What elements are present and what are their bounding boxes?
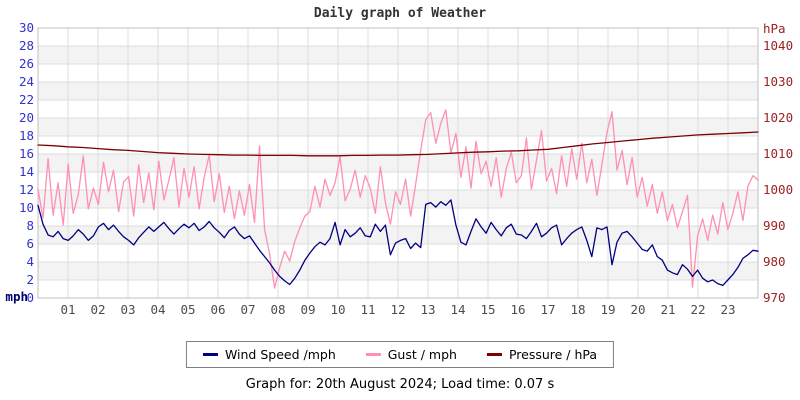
pressure-line-swatch-icon bbox=[486, 353, 502, 356]
svg-text:22: 22 bbox=[690, 302, 705, 317]
svg-text:04: 04 bbox=[150, 302, 165, 317]
svg-text:22: 22 bbox=[19, 92, 34, 107]
svg-text:24: 24 bbox=[19, 74, 34, 89]
svg-text:10: 10 bbox=[19, 200, 34, 215]
daily-weather-chart: 024681012141618202224262830mphhPa1040103… bbox=[5, 20, 793, 317]
svg-text:26: 26 bbox=[19, 56, 34, 71]
svg-text:13: 13 bbox=[420, 302, 435, 317]
graph-footer-caption: Graph for: 20th August 2024; Load time: … bbox=[245, 377, 555, 392]
svg-text:11: 11 bbox=[360, 302, 375, 317]
svg-text:18: 18 bbox=[570, 302, 585, 317]
svg-text:16: 16 bbox=[510, 302, 525, 317]
legend-item-pressure: Pressure / hPa bbox=[486, 347, 598, 362]
svg-text:17: 17 bbox=[540, 302, 555, 317]
svg-text:mph: mph bbox=[5, 289, 28, 304]
svg-text:8: 8 bbox=[26, 218, 34, 233]
svg-text:14: 14 bbox=[450, 302, 465, 317]
svg-text:03: 03 bbox=[120, 302, 135, 317]
svg-text:1040: 1040 bbox=[763, 38, 793, 53]
svg-text:1000: 1000 bbox=[763, 182, 793, 197]
svg-text:18: 18 bbox=[19, 128, 34, 143]
legend-item-gust: Gust / mph bbox=[365, 347, 457, 362]
svg-text:980: 980 bbox=[763, 254, 786, 269]
svg-text:09: 09 bbox=[300, 302, 315, 317]
svg-text:12: 12 bbox=[390, 302, 405, 317]
page-title: Daily graph of Weather bbox=[313, 6, 487, 21]
svg-text:16: 16 bbox=[19, 146, 34, 161]
legend-label-gust: Gust / mph bbox=[387, 347, 457, 362]
svg-text:20: 20 bbox=[630, 302, 645, 317]
svg-text:990: 990 bbox=[763, 218, 786, 233]
svg-text:970: 970 bbox=[763, 290, 786, 305]
svg-text:0: 0 bbox=[26, 290, 34, 305]
svg-text:4: 4 bbox=[26, 254, 34, 269]
legend-label-wind-speed: Wind Speed /mph bbox=[224, 347, 336, 362]
svg-text:6: 6 bbox=[26, 236, 34, 251]
svg-text:15: 15 bbox=[480, 302, 495, 317]
svg-text:30: 30 bbox=[19, 20, 34, 35]
svg-text:19: 19 bbox=[600, 302, 615, 317]
svg-text:12: 12 bbox=[19, 182, 34, 197]
svg-text:06: 06 bbox=[210, 302, 225, 317]
svg-text:1030: 1030 bbox=[763, 74, 793, 89]
svg-text:2: 2 bbox=[26, 272, 34, 287]
svg-text:07: 07 bbox=[240, 302, 255, 317]
svg-text:21: 21 bbox=[660, 302, 675, 317]
chart-legend: Wind Speed /mph Gust / mph Pressure / hP… bbox=[185, 341, 615, 368]
legend-label-pressure: Pressure / hPa bbox=[508, 347, 598, 362]
svg-text:28: 28 bbox=[19, 38, 34, 53]
svg-text:14: 14 bbox=[19, 164, 34, 179]
svg-text:hPa: hPa bbox=[763, 21, 786, 36]
svg-text:08: 08 bbox=[270, 302, 285, 317]
svg-text:1020: 1020 bbox=[763, 110, 793, 125]
legend-item-wind-speed: Wind Speed /mph bbox=[202, 347, 336, 362]
svg-text:23: 23 bbox=[720, 302, 735, 317]
gust-line-swatch-icon bbox=[365, 353, 381, 356]
svg-text:02: 02 bbox=[90, 302, 105, 317]
svg-text:20: 20 bbox=[19, 110, 34, 125]
svg-text:01: 01 bbox=[60, 302, 75, 317]
svg-text:1010: 1010 bbox=[763, 146, 793, 161]
svg-text:05: 05 bbox=[180, 302, 195, 317]
wind-speed-line-swatch-icon bbox=[202, 353, 218, 356]
svg-text:10: 10 bbox=[330, 302, 345, 317]
